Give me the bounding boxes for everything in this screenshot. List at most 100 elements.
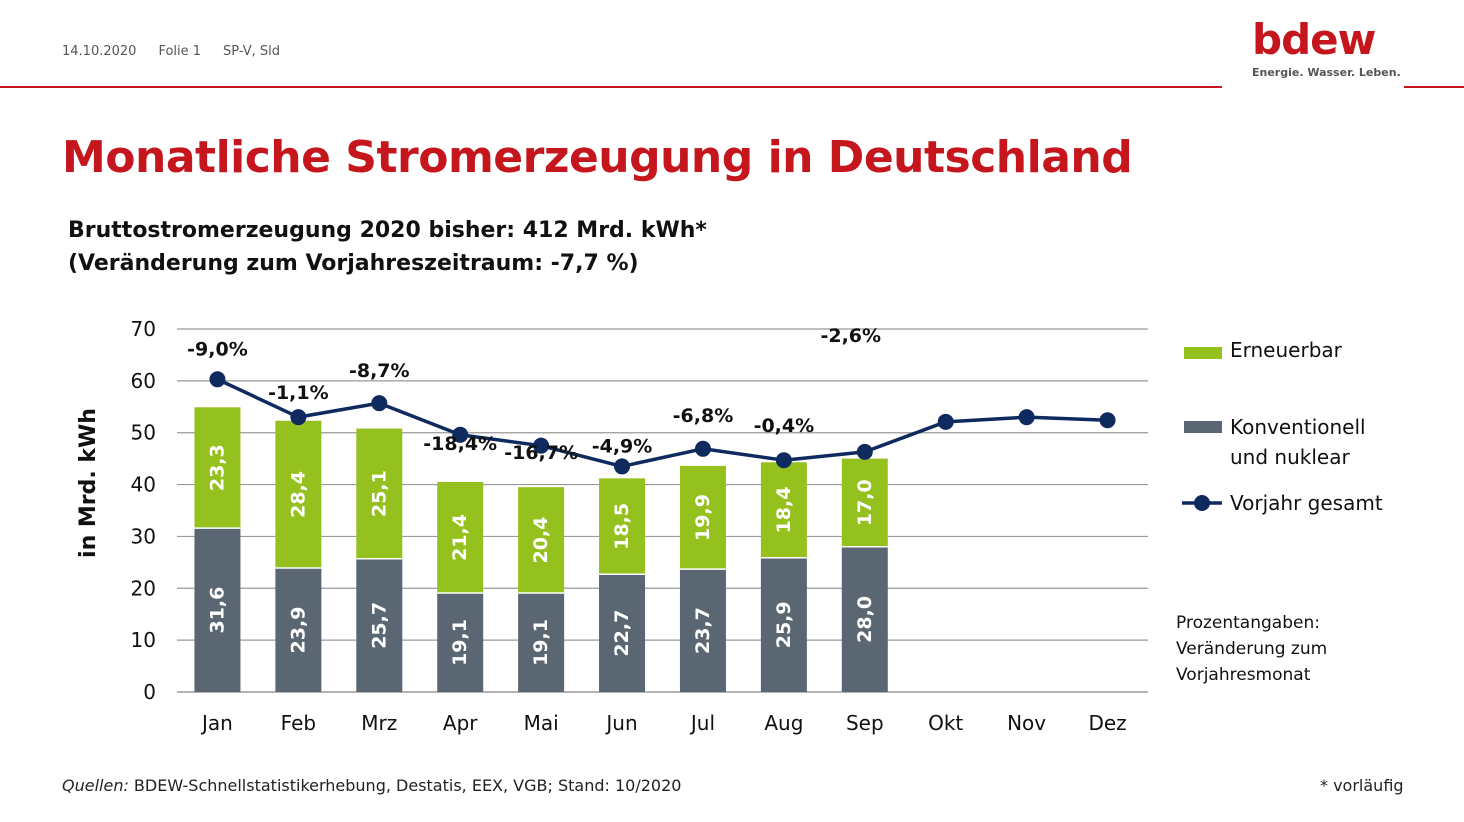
point-prev-year [452, 426, 469, 443]
header-date: 14.10.2020 [62, 44, 137, 59]
legend-line-marker [1182, 495, 1222, 511]
footer-source-label: Quellen: [62, 776, 129, 795]
data-label-conventional: 31,6 [206, 587, 228, 634]
bar-conventional [437, 592, 484, 692]
x-tick-label: Mai [524, 711, 559, 735]
footer-source-text: BDEW-Schnellstatistikerhebung, Destatis,… [128, 776, 682, 795]
point-prev-year [371, 395, 388, 412]
bar-conventional [841, 546, 888, 692]
bar-renewable [760, 462, 807, 558]
note-line-3: Vorjahresmonat [1176, 665, 1311, 685]
annotation-pct: -8,7% [349, 360, 410, 382]
legend-label-renewable: Erneuerbar [1230, 338, 1342, 362]
legend-label-conventional-1: Konventionell [1230, 415, 1366, 439]
bar-renewable [841, 458, 888, 547]
x-tick-label: Jun [604, 711, 637, 735]
annotation-pct: -6,8% [673, 405, 734, 427]
data-label-renewable: 23,3 [206, 444, 228, 491]
data-label-conventional: 19,1 [449, 619, 471, 666]
x-tick-label: Dez [1088, 711, 1126, 735]
legend-label-prev-year: Vorjahr gesamt [1230, 491, 1383, 515]
y-axis-label: in Mrd. kWh [76, 408, 101, 558]
line-prev-year [216, 377, 1108, 469]
y-tick-label: 30 [131, 524, 156, 548]
x-tick-label: Apr [443, 711, 478, 735]
data-label-renewable: 25,1 [368, 470, 390, 517]
point-prev-year [533, 437, 550, 454]
x-tick-label: Sep [846, 711, 884, 735]
annotation-pct: -2,6% [820, 325, 881, 347]
y-tick-label: 70 [131, 317, 156, 341]
x-tick-label: Jul [689, 711, 715, 735]
slide-subtitle: Bruttostromerzeugung 2020 bisher: 412 Mr… [68, 214, 707, 280]
header-meta: 14.10.2020 Folie 1 SP-V, Sld [62, 44, 280, 59]
data-label-renewable: 28,4 [287, 471, 309, 518]
line-layer [209, 371, 1116, 475]
point-prev-year [290, 409, 307, 426]
annotation-pct: -9,0% [187, 338, 248, 360]
data-label-renewable: 18,5 [611, 503, 633, 550]
point-prev-year [1018, 409, 1035, 426]
point-prev-year [937, 413, 954, 430]
note-line-2: Veränderung zum [1176, 639, 1328, 659]
data-label-renewable: 19,9 [692, 494, 714, 541]
bar-renewable [275, 420, 322, 569]
data-label-conventional: 28,0 [854, 596, 876, 643]
data-label-renewable: 17,0 [854, 479, 876, 526]
header-divider-right [1404, 86, 1464, 88]
header-slide: Folie 1 [158, 44, 202, 59]
bar-renewable [356, 428, 403, 559]
legend-label-conventional-2: und nuklear [1230, 445, 1350, 469]
bar-renewable [599, 478, 646, 575]
data-label-conventional: 19,1 [530, 619, 552, 666]
point-prev-year [614, 458, 631, 475]
annotation-pct: -4,9% [592, 435, 653, 457]
bar-conventional [518, 592, 565, 692]
annotation-pct: -16,7% [504, 442, 578, 464]
bar-renewable [437, 481, 484, 593]
slide-title: Monatliche Stromerzeugung in Deutschland [62, 132, 1133, 183]
data-label-conventional: 22,7 [611, 610, 633, 657]
x-tick-label: Jan [200, 711, 233, 735]
bdew-logo: bdew Energie. Wasser. Leben. [1252, 15, 1401, 80]
header-divider-left [0, 86, 1222, 88]
annotation-pct: -1,1% [268, 382, 329, 404]
y-tick-label: 50 [131, 421, 156, 445]
header-author: SP-V, Sld [223, 44, 281, 59]
x-tick-label: Aug [764, 711, 803, 735]
data-label-conventional: 25,9 [773, 601, 795, 648]
point-prev-year [775, 452, 792, 469]
bar-conventional [356, 558, 403, 692]
bar-layer [194, 407, 888, 692]
point-prev-year [856, 443, 873, 460]
note-line-1: Prozentangaben: [1176, 613, 1320, 633]
legend-swatch-renewable [1184, 347, 1222, 359]
bar-renewable [194, 407, 241, 529]
annotation-pct: -0,4% [754, 415, 815, 437]
bar-conventional [679, 569, 726, 692]
point-prev-year [694, 440, 711, 457]
x-tick-label: Mrz [361, 711, 397, 735]
data-label-renewable: 20,4 [530, 517, 552, 564]
x-tick-label: Okt [928, 711, 963, 735]
y-tick-label: 40 [131, 473, 156, 497]
logo-word: bdew [1252, 15, 1376, 64]
data-label-conventional: 23,7 [692, 607, 714, 654]
bar-renewable [679, 465, 726, 570]
x-tick-label: Feb [281, 711, 316, 735]
y-tick-label: 0 [143, 680, 156, 704]
bar-conventional [760, 557, 807, 692]
bar-conventional [599, 574, 646, 692]
subtitle-line-2: (Veränderung zum Vorjahreszeitraum: -7,7… [68, 251, 639, 276]
data-label-renewable: 18,4 [773, 487, 795, 534]
logo-tagline: Energie. Wasser. Leben. [1252, 66, 1401, 79]
data-label-conventional: 25,7 [368, 602, 390, 649]
text-layer: 0 10 20 30 40 50 60 70 in Mrd. kWh Jan Feb Mrz Apr Ma… [76, 317, 1127, 735]
bar-renewable [518, 487, 565, 593]
grid-layer [177, 328, 1148, 693]
bar-conventional [194, 528, 241, 692]
data-label-renewable: 21,4 [449, 514, 471, 561]
legend-swatch-conventional [1184, 421, 1222, 433]
y-tick-label: 20 [131, 576, 156, 600]
